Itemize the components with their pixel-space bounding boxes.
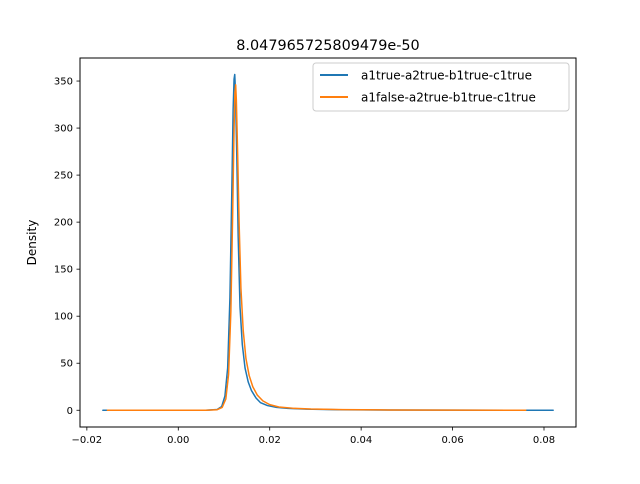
axes-frame [79,57,577,428]
y-tick-label: 150 [54,265,73,276]
y-tick-label: 100 [54,312,73,323]
y-tick-label: 50 [60,359,73,370]
x-tick-label: 0.06 [441,435,463,446]
legend-label-series-1: a1true-a2true-b1true-c1true [361,69,532,83]
chart-title: 8.047965725809479e-50 [236,38,419,54]
series-line-2 [106,84,527,412]
x-tick-label: 0.00 [167,435,189,446]
x-tick-label: 0.08 [533,435,555,446]
y-tick-label: 200 [54,218,73,229]
y-axis-label: Density [25,220,39,266]
x-tick-label: 0.02 [259,435,281,446]
y-tick-label: 300 [54,124,73,135]
series-line-1 [102,73,554,412]
y-tick-label: 0 [67,406,73,417]
y-axis: 0 50 100 150 200 250 300 350 [54,77,80,417]
legend: a1true-a2true-b1true-c1true a1false-a2tr… [312,62,570,112]
x-tick-label: 0.04 [350,435,372,446]
x-axis: −0.02 0.00 0.02 0.04 0.06 0.08 [72,427,555,446]
legend-label-series-2: a1false-a2true-b1true-c1true [361,91,536,105]
y-tick-label: 350 [54,77,73,88]
plot-layer [102,73,554,412]
x-tick-label: −0.02 [72,435,103,446]
legend-frame [312,62,570,112]
y-tick-label: 250 [54,171,73,182]
